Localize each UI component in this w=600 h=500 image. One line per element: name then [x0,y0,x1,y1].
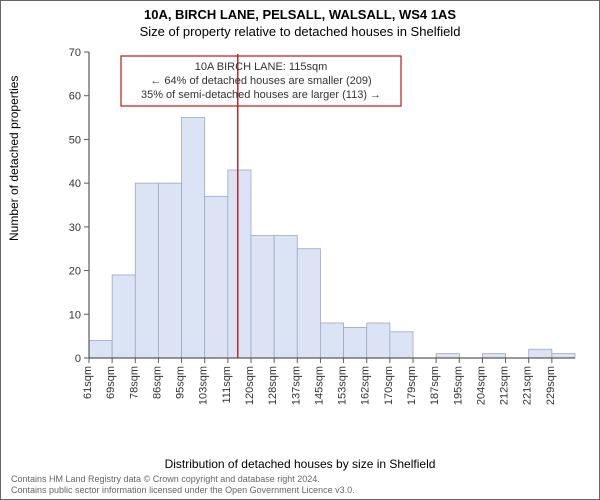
footer-line-2: Contains public sector information licen… [11,485,599,495]
histogram-bar [274,236,297,358]
x-tick-label: 195sqm [452,366,464,405]
histogram-bar [344,327,367,358]
histogram-bar [297,249,320,358]
annotation-line: 10A BIRCH LANE: 115sqm [195,61,327,73]
x-tick-label: 229sqm [545,366,557,405]
chart-title-address: 10A, BIRCH LANE, PELSALL, WALSALL, WS4 1… [1,7,599,22]
x-tick-label: 221sqm [522,366,534,405]
histogram-bar [158,183,181,358]
histogram-bar [182,118,205,358]
x-tick-label: 187sqm [429,366,441,405]
annotation-line: ← 64% of detached houses are smaller (20… [150,75,371,87]
histogram-bar [529,349,552,358]
y-tick-label: 40 [69,178,81,190]
x-tick-label: 153sqm [337,366,349,405]
histogram-bar [482,354,505,358]
x-tick-label: 145sqm [313,366,325,405]
x-tick-label: 162sqm [360,366,372,405]
footer-line-1: Contains HM Land Registry data © Crown c… [11,474,599,484]
x-tick-label: 212sqm [499,366,511,405]
y-tick-label: 20 [69,266,81,278]
y-tick-label: 10 [69,309,81,321]
y-axis-label: Number of detached properties [7,76,21,241]
y-tick-label: 70 [69,47,81,59]
x-tick-label: 170sqm [383,366,395,405]
x-tick-label: 78sqm [128,366,140,399]
histogram-bar [251,236,274,358]
histogram-bar [89,341,112,358]
x-tick-label: 128sqm [267,366,279,405]
histogram-bar [228,170,251,358]
footer-attribution: Contains HM Land Registry data © Crown c… [11,474,599,495]
histogram-bar [135,183,158,358]
histogram-bar [552,354,575,358]
y-tick-label: 0 [75,353,81,365]
x-tick-label: 179sqm [406,366,418,405]
chart-container: 10A, BIRCH LANE, PELSALL, WALSALL, WS4 1… [0,0,600,500]
y-tick-label: 30 [69,222,81,234]
histogram-bar [205,196,228,358]
annotation-line: 35% of semi-detached houses are larger (… [141,89,381,101]
x-tick-label: 69sqm [105,366,117,399]
x-axis-label: Distribution of detached houses by size … [1,457,599,471]
chart-subtitle: Size of property relative to detached ho… [1,24,599,39]
histogram-bar [112,275,135,358]
histogram-bar [436,354,459,358]
x-tick-label: 137sqm [290,366,302,405]
y-tick-label: 50 [69,134,81,146]
x-tick-label: 120sqm [244,366,256,405]
y-tick-label: 60 [69,91,81,103]
histogram-bar [367,323,390,358]
x-tick-label: 61sqm [82,366,94,399]
histogram-bar [390,332,413,358]
x-tick-label: 103sqm [198,366,210,405]
x-tick-label: 86sqm [151,366,163,399]
x-tick-label: 95sqm [175,366,187,399]
x-tick-label: 111sqm [221,366,233,404]
histogram-bar [320,323,343,358]
x-tick-label: 204sqm [475,366,487,405]
histogram-plot: 0 10 20 30 40 50 60 70 61sqm 69sqm 78sqm 86sqm 95sqm… [59,46,583,408]
